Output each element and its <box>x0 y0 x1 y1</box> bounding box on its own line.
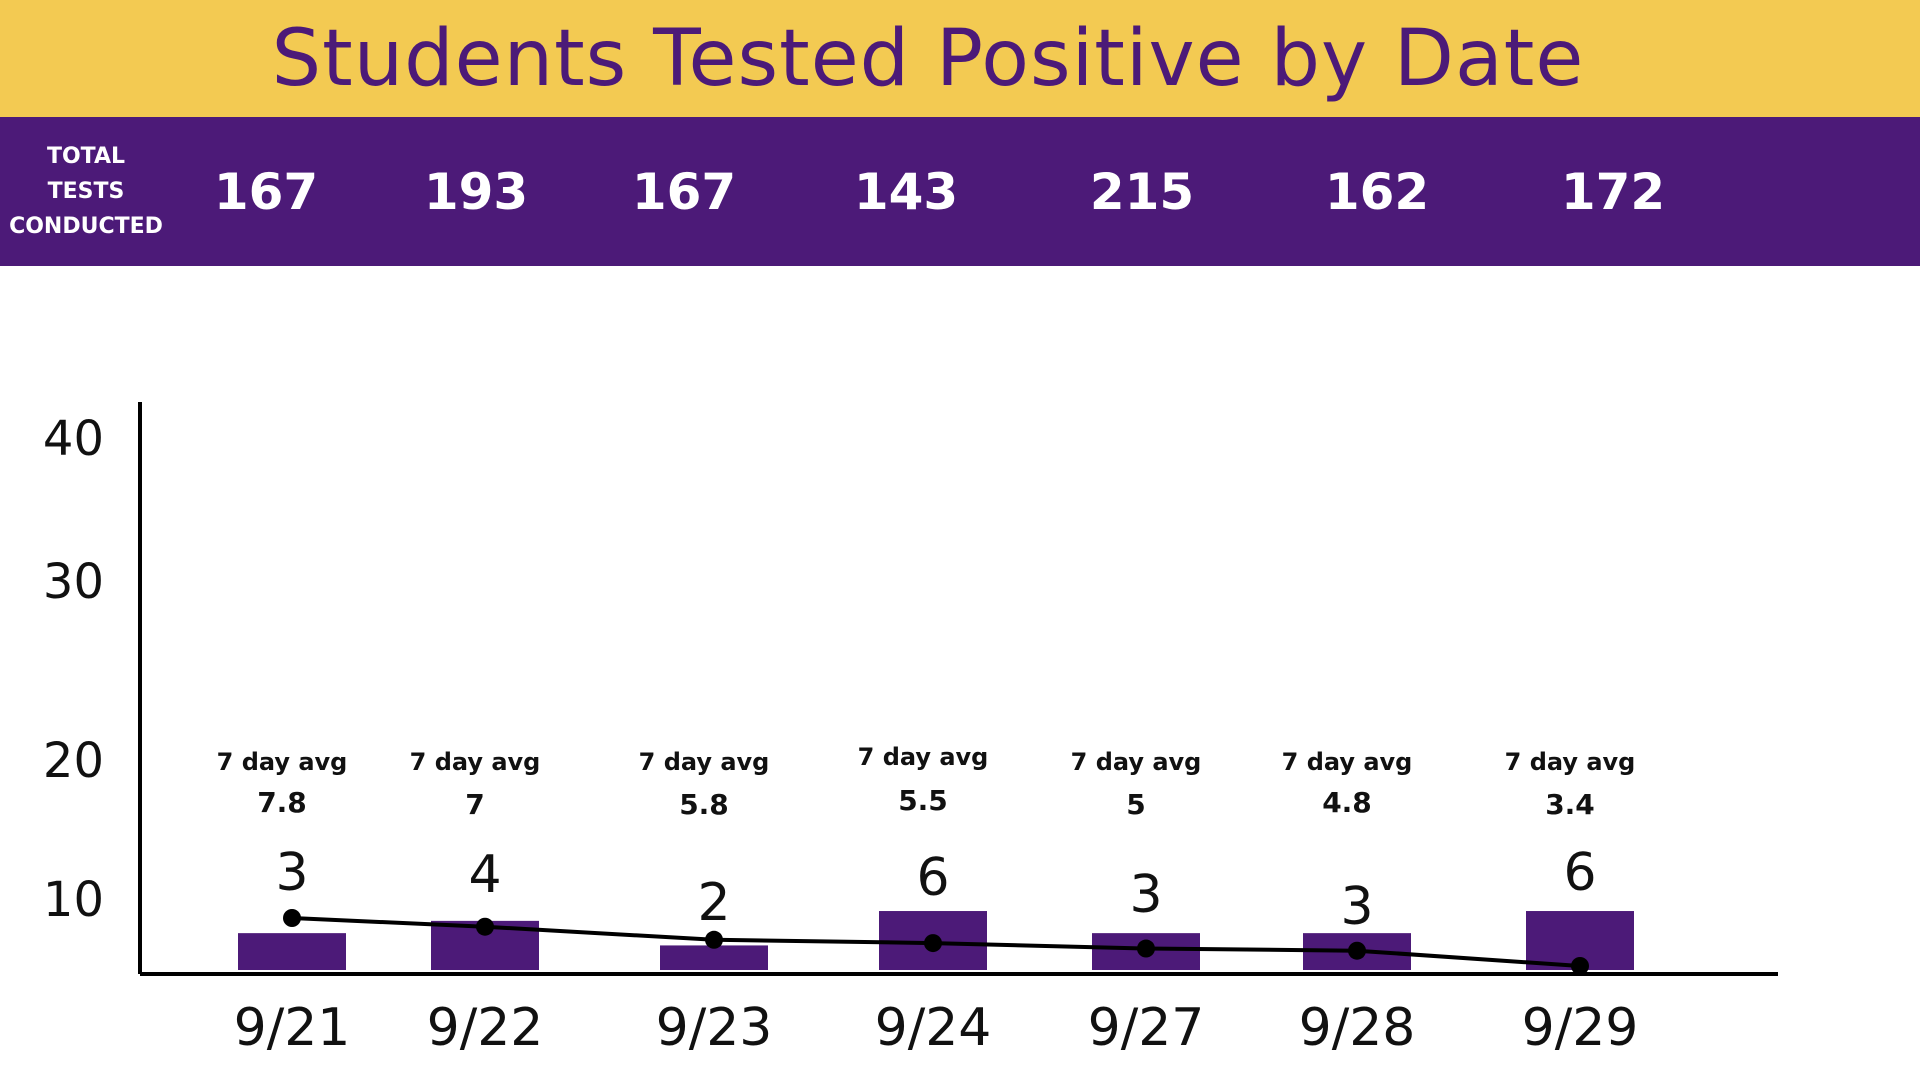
avg-value-label: 7.8 <box>257 786 307 819</box>
x-category-label: 9/22 <box>427 998 544 1058</box>
x-category-label: 9/24 <box>875 998 992 1058</box>
avg-caption-label: 7 day avg <box>1071 748 1202 776</box>
y-tick-label: 40 <box>43 411 104 467</box>
total-tests-label-line: TOTAL <box>46 144 126 169</box>
avg-value-label: 5 <box>1126 788 1145 821</box>
total-tests-band: TOTAL TESTS CONDUCTED 167 193 167 143 21… <box>0 117 1920 266</box>
test-count: 143 <box>853 163 959 221</box>
avg-caption-label: 7 day avg <box>410 748 541 776</box>
avg-point <box>924 934 942 953</box>
avg-point <box>1348 941 1366 960</box>
x-category-label: 9/28 <box>1299 998 1416 1058</box>
avg-point <box>1571 956 1589 975</box>
avg-caption-label: 7 day avg <box>639 748 770 776</box>
avg-value-label: 3.4 <box>1545 788 1595 821</box>
avg-caption-label: 7 day avg <box>858 743 989 771</box>
x-category-label: 9/23 <box>656 998 773 1058</box>
avg-caption-label: 7 day avg <box>1505 748 1636 776</box>
bar-value-label: 3 <box>1340 877 1373 937</box>
avg-caption-label: 7 day avg <box>1282 748 1413 776</box>
bar-value-label: 6 <box>916 848 949 908</box>
bar <box>238 933 346 970</box>
avg-value-label: 5.5 <box>898 784 948 817</box>
title-banner: Students Tested Positive by Date <box>0 0 1920 117</box>
bar-value-label: 2 <box>697 873 730 933</box>
x-category-label: 9/29 <box>1522 998 1639 1058</box>
avg-point <box>476 917 494 936</box>
test-count: 193 <box>423 163 529 221</box>
bar <box>660 945 768 970</box>
avg-value-label: 7 <box>465 788 484 821</box>
chart-title: Students Tested Positive by Date <box>271 13 1585 104</box>
bar-value-label: 3 <box>1129 865 1162 925</box>
bar-value-label: 3 <box>275 843 308 903</box>
y-tick-label: 20 <box>43 733 104 789</box>
avg-point <box>1137 939 1155 958</box>
y-tick-label: 10 <box>43 872 104 928</box>
total-tests-label-line: CONDUCTED <box>9 214 163 239</box>
total-tests-label: TOTAL TESTS CONDUCTED <box>0 139 172 244</box>
test-count: 162 <box>1324 163 1430 221</box>
x-category-label: 9/27 <box>1088 998 1205 1058</box>
avg-point <box>283 909 301 927</box>
total-tests-label-line: TESTS <box>47 179 125 204</box>
y-tick-label: 30 <box>43 554 104 610</box>
avg-value-label: 5.8 <box>679 788 729 821</box>
test-count: 172 <box>1560 163 1666 221</box>
bar-value-label: 6 <box>1563 843 1596 903</box>
test-count: 167 <box>631 163 737 221</box>
avg-point <box>705 930 723 949</box>
test-count: 167 <box>213 163 319 221</box>
test-count: 215 <box>1089 163 1195 221</box>
avg-value-label: 4.8 <box>1322 786 1372 819</box>
bar-value-label: 4 <box>468 845 501 905</box>
avg-caption-label: 7 day avg <box>217 748 348 776</box>
x-category-label: 9/21 <box>234 998 351 1058</box>
positive-tests-chart: 10 20 30 40 3 4 2 6 3 3 6 7 day avg 7.8 7 day avg 7 7 d… <box>43 402 1778 1058</box>
